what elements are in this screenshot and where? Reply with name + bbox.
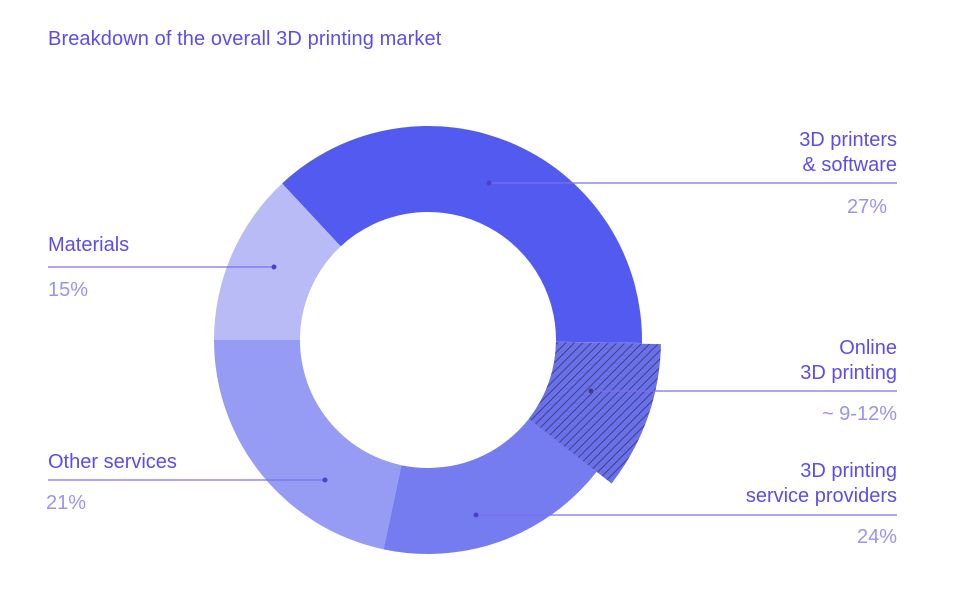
label-line: 3D printing — [800, 362, 897, 384]
segment-other-services — [214, 340, 402, 550]
leader-printers-dot-icon — [486, 180, 492, 186]
label-line: & software — [802, 154, 897, 176]
label-online-3d-printing: Online 3D printing — [800, 336, 897, 386]
label-line: Other services — [48, 451, 177, 473]
label-printers-software: 3D printers & software — [799, 128, 897, 178]
value-printers-software: 27% — [846, 196, 887, 218]
leader-other-dot-icon — [322, 477, 328, 483]
label-line: 3D printers — [799, 129, 897, 151]
label-materials: Materials — [48, 233, 129, 258]
leader-materials-dot-icon — [271, 264, 277, 270]
label-line: service providers — [745, 485, 897, 507]
label-other-services: Other services — [48, 450, 177, 475]
value-materials: 15% — [48, 279, 89, 301]
label-service-providers: 3D printing service providers — [746, 459, 897, 509]
value-service-providers: 24% — [856, 526, 897, 548]
label-line: Materials — [48, 234, 130, 256]
leader-online-dot-icon — [588, 388, 594, 394]
leader-service-dot-icon — [473, 512, 479, 518]
label-line: 3D printing — [800, 460, 897, 482]
chart-title: Breakdown of the overall 3D printing mar… — [48, 28, 442, 50]
segment-online-3d-printing — [528, 342, 661, 484]
segment-printers-software — [282, 126, 642, 343]
segment-materials — [214, 183, 341, 340]
value-online-3d-printing: ~ 9-12% — [821, 403, 897, 425]
label-line: Online — [839, 337, 897, 359]
value-other-services: 21% — [46, 492, 87, 514]
